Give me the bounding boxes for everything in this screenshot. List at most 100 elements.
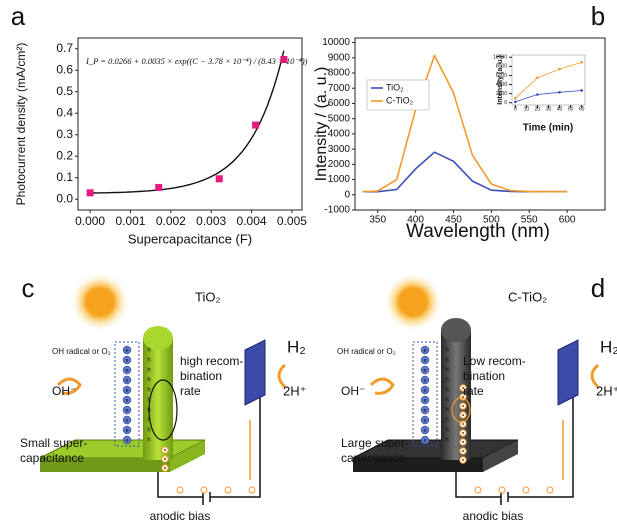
carrier-dot — [462, 432, 464, 434]
y-axis-label: Photocurrent density (mA/cm²) — [14, 43, 28, 206]
y-tick-label: 0.0 — [56, 191, 73, 205]
hole-label: h — [147, 378, 150, 384]
h-plus: 2H⁺ — [283, 383, 306, 398]
oh-radical: OH radical or O₂ — [337, 347, 396, 356]
recombination: bination — [463, 369, 505, 383]
electron-label: e — [126, 348, 129, 354]
y-tick-label: 9000 — [328, 52, 351, 63]
data-point — [536, 76, 539, 79]
x-tick-label: 350 — [369, 215, 386, 226]
y-axis-label: Intensity (a. u.) — [497, 55, 504, 104]
h2: H₂ — [287, 337, 306, 356]
x-axis-label: Supercapacitance (F) — [128, 231, 252, 246]
electron-label: e — [424, 428, 427, 434]
circuit-wire — [210, 395, 260, 497]
x-tick-label: 60 — [579, 106, 585, 112]
carrier — [249, 487, 255, 493]
y-tick-label: 0 — [504, 100, 507, 106]
data-point — [580, 89, 583, 92]
hole-label: h — [445, 438, 448, 444]
recombination: Low recom- — [463, 354, 526, 368]
hole-label: h — [445, 368, 448, 374]
carrier-dot — [462, 414, 464, 416]
hole-label: h — [147, 388, 150, 394]
hole-label: h — [445, 418, 448, 424]
data-point — [514, 97, 517, 100]
panel: d — [591, 273, 605, 303]
carrier-dot — [462, 441, 464, 443]
y-tick-label: 7000 — [328, 83, 351, 94]
electron-label: e — [126, 388, 129, 394]
recombination: rate — [463, 384, 484, 398]
electron-label: e — [424, 438, 427, 444]
hole-label: h — [445, 398, 448, 404]
x-axis-label: Wavelength (nm) — [406, 221, 550, 242]
recombination: bination — [180, 369, 222, 383]
carrier — [201, 487, 207, 493]
carrier — [177, 487, 183, 493]
electron-label: e — [126, 378, 129, 384]
x-tick-label: 30 — [546, 106, 552, 112]
capacitance: capacitance — [20, 451, 84, 465]
legend-label: TiO₂ — [386, 82, 404, 92]
plot-frame — [512, 55, 585, 105]
electron-label: e — [424, 348, 427, 354]
hole-label: h — [445, 408, 448, 414]
panel: c — [22, 273, 35, 303]
hole-label: h — [147, 428, 150, 434]
x-tick-label: 600 — [559, 215, 576, 226]
hole-label: h — [147, 438, 150, 444]
series-line — [363, 152, 567, 192]
hole-label: h — [445, 358, 448, 364]
y-tick-label: 3000 — [328, 144, 351, 155]
y-tick-label: 0.4 — [56, 105, 73, 119]
x-tick-label: 50 — [568, 106, 574, 112]
series-line — [515, 91, 581, 102]
y-tick-label: 0 — [344, 189, 350, 200]
series-line — [515, 62, 581, 98]
capacitance: Large super- — [341, 436, 409, 450]
y-tick-label: 6000 — [328, 98, 351, 109]
y-axis-label: Intensity / (a. u.) — [313, 67, 330, 182]
carrier-dot — [462, 450, 464, 452]
capacitance: capacitance — [341, 451, 405, 465]
x-tick-label: 0 — [514, 106, 517, 112]
data-point — [514, 101, 517, 104]
y-tick-label: 8000 — [328, 68, 351, 79]
oh: OH⁻ — [52, 384, 76, 398]
recombination: rate — [180, 384, 201, 398]
nanorod-top — [441, 318, 471, 342]
carrier — [523, 487, 529, 493]
data-point — [536, 93, 539, 96]
panel-label: a — [11, 1, 26, 31]
carrier — [475, 487, 481, 493]
x-tick-label: 0.002 — [156, 214, 186, 228]
data-point — [558, 68, 561, 71]
y-tick-label: 4000 — [328, 129, 351, 140]
y-tick-label: 0.7 — [56, 41, 73, 55]
data-point — [580, 61, 583, 64]
carrier-dot — [462, 405, 464, 407]
material: C-TiO₂ — [508, 289, 547, 304]
x-tick-label: 20 — [535, 106, 541, 112]
hole-label: h — [445, 388, 448, 394]
h2: H₂ — [600, 337, 617, 356]
y-tick-label: 0.6 — [56, 62, 73, 76]
carrier-dot — [462, 423, 464, 425]
electron-label: e — [126, 358, 129, 364]
electron-label: e — [126, 398, 129, 404]
electron-label: e — [424, 398, 427, 404]
material: TiO₂ — [195, 289, 221, 304]
y-tick-label: 0.2 — [56, 148, 73, 162]
y-tick-label: -1000 — [324, 205, 350, 216]
capacitance: Small super- — [20, 436, 87, 450]
x-tick-label: 40 — [557, 106, 563, 112]
electron-label: e — [126, 408, 129, 414]
carrier-dot — [164, 458, 166, 460]
electron-label: e — [126, 428, 129, 434]
electron-label: e — [424, 408, 427, 414]
recombination: high recom- — [180, 354, 243, 368]
counter-electrode — [558, 340, 578, 405]
panel-label: b — [591, 1, 605, 31]
bias: anodic bias — [463, 509, 524, 523]
